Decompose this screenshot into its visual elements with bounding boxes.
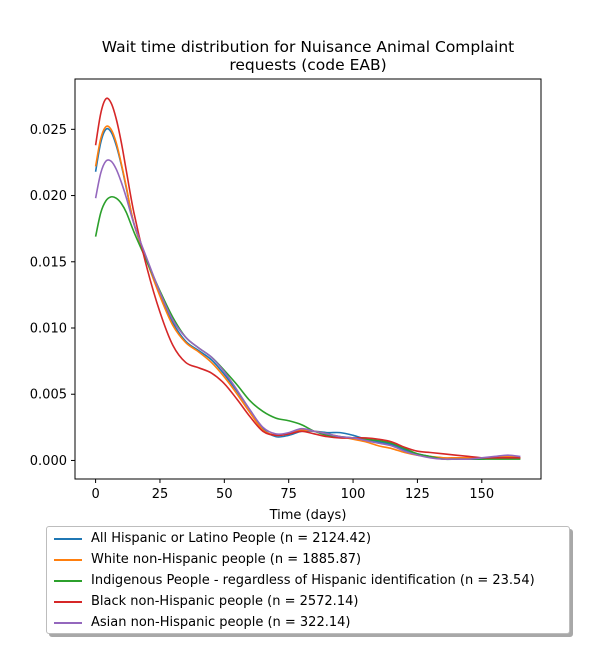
x-axis: 0 25 50 75 100 125 150	[91, 479, 494, 502]
legend-label: Black non-Hispanic people (n = 2572.14)	[91, 594, 359, 609]
legend-swatch	[54, 621, 82, 624]
y-tick-label: 0.025	[30, 123, 67, 138]
x-axis-label: Time (days)	[269, 508, 347, 523]
legend-swatch	[54, 558, 82, 561]
x-tick-label: 50	[216, 487, 233, 502]
legend-item: Indigenous People - regardless of Hispan…	[47, 570, 569, 591]
legend-label: Indigenous People - regardless of Hispan…	[91, 573, 535, 588]
plot-frame	[74, 78, 542, 480]
series-layer	[94, 97, 521, 461]
x-tick-label: 75	[280, 487, 297, 502]
y-axis: 0.000 0.005 0.010 0.015 0.020 0.025	[30, 123, 75, 469]
y-tick-label: 0.020	[30, 189, 67, 204]
x-tick-label: 100	[341, 487, 366, 502]
y-tick-label: 0.000	[30, 454, 67, 469]
legend-item: All Hispanic or Latino People (n = 2124.…	[47, 528, 569, 549]
legend-swatch	[54, 579, 82, 582]
legend: All Hispanic or Latino People (n = 2124.…	[46, 526, 570, 634]
y-tick-label: 0.005	[30, 388, 67, 403]
legend-item: Asian non-Hispanic people (n = 322.14)	[47, 612, 569, 633]
chart-title-line-1: Wait time distribution for Nuisance Anim…	[102, 38, 515, 56]
legend-item: Black non-Hispanic people (n = 2572.14)	[47, 591, 569, 612]
legend-item: White non-Hispanic people (n = 1885.87)	[47, 549, 569, 570]
legend-label: White non-Hispanic people (n = 1885.87)	[91, 552, 362, 567]
series-line-2	[94, 195, 521, 461]
x-tick-label: 125	[405, 487, 430, 502]
legend-swatch	[54, 600, 82, 603]
series-line-3	[94, 97, 521, 459]
series-line-4	[94, 159, 521, 461]
x-tick-label: 25	[152, 487, 169, 502]
legend-label: Asian non-Hispanic people (n = 322.14)	[91, 615, 351, 630]
legend-label: All Hispanic or Latino People (n = 2124.…	[91, 531, 372, 546]
chart-title-line-2: requests (code EAB)	[229, 56, 386, 74]
y-tick-label: 0.010	[30, 322, 67, 337]
x-tick-label: 0	[91, 487, 99, 502]
x-tick-label: 150	[469, 487, 494, 502]
legend-swatch	[54, 537, 82, 540]
y-tick-label: 0.015	[30, 255, 67, 270]
